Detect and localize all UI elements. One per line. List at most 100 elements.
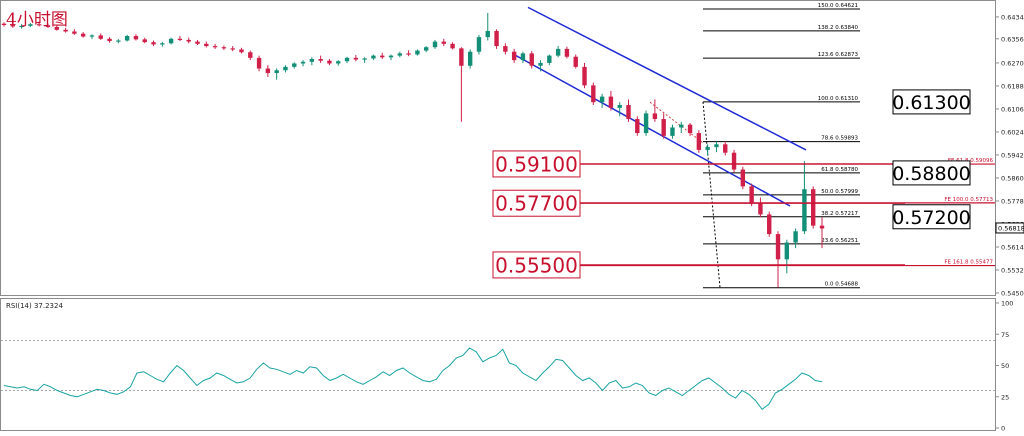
candle-body <box>661 119 666 136</box>
candle-body <box>168 38 174 44</box>
fe-anchor-line <box>649 101 704 144</box>
candle-body <box>687 124 693 134</box>
candle-body <box>177 38 183 40</box>
callout-black-label: 0.58800 <box>892 163 971 185</box>
fib-level-label: 23.6 0.56251 <box>821 238 858 244</box>
candle-body <box>274 70 279 74</box>
candle-body <box>635 119 640 134</box>
candle-body <box>520 53 526 61</box>
fib-level-label: 50.0 0.57999 <box>821 189 858 195</box>
fib-level-label: 100.0 0.61310 <box>818 96 859 102</box>
candle-body <box>582 66 587 86</box>
callout-black-box <box>892 89 971 115</box>
candle-body <box>107 38 112 42</box>
candle-body <box>802 189 807 232</box>
candle-body <box>793 231 798 243</box>
candle-body <box>10 25 15 27</box>
fib-level-label: 61.8 0.58780 <box>821 167 858 173</box>
candle-body <box>72 31 77 34</box>
candle-body <box>441 41 446 44</box>
candle-body <box>467 51 473 66</box>
last-price-box <box>995 222 1024 234</box>
candle-body <box>643 113 649 134</box>
candle-body <box>547 55 552 63</box>
candle-body <box>318 58 323 61</box>
candle-body <box>573 56 578 67</box>
candle-body <box>679 124 684 128</box>
candle-body <box>423 47 429 51</box>
candle-body <box>362 58 367 60</box>
rsi-tick-label: 0 <box>1001 425 1005 433</box>
candle-body <box>160 43 165 45</box>
candle-body <box>300 61 306 64</box>
candle-body <box>239 49 244 53</box>
fib-level-label: 123.6 0.62873 <box>818 52 859 58</box>
candle-body <box>98 35 103 39</box>
callout-black-box <box>892 160 971 186</box>
rsi-line <box>3 347 823 410</box>
candle-body <box>767 214 772 235</box>
main-panel-frame <box>0 0 996 296</box>
callout-red-box <box>492 189 581 217</box>
candle-body <box>476 37 482 52</box>
candle-body <box>415 50 420 55</box>
candle-body <box>248 52 253 58</box>
candle-body <box>591 85 596 103</box>
candle-body <box>784 242 790 260</box>
candle-body <box>54 27 59 30</box>
fib-level-label: 38.2 0.57217 <box>821 211 858 217</box>
candle-body <box>230 48 235 50</box>
candle-body <box>696 133 702 150</box>
candle-body <box>28 24 33 26</box>
candle-body <box>652 113 658 120</box>
callout-black-label: 0.57200 <box>892 207 971 229</box>
candle-body <box>19 25 24 28</box>
candle-body <box>204 43 209 47</box>
callout-red-box <box>492 150 581 178</box>
candle-body <box>63 29 68 32</box>
candle-body <box>309 58 315 62</box>
candle-body <box>80 33 86 37</box>
candle-body <box>388 55 394 58</box>
candle-body <box>221 47 227 49</box>
callout-red-label: 0.59100 <box>495 152 578 176</box>
candle-body <box>450 43 455 49</box>
candle-body <box>142 39 147 43</box>
candle-body <box>353 57 359 60</box>
candle-body <box>186 39 191 42</box>
candle-body <box>749 186 754 204</box>
candle-body <box>406 53 411 55</box>
candle-body <box>538 62 543 66</box>
candle-body <box>511 51 517 61</box>
candle-body <box>1 23 7 26</box>
candle-body <box>45 25 51 28</box>
candle-body <box>432 41 438 48</box>
rsi-tick-label: 75 <box>1001 331 1009 339</box>
fib-level-label: 78.6 0.59893 <box>821 136 858 142</box>
callout-red-box <box>492 251 581 279</box>
candle-body <box>723 144 728 153</box>
fe-level-label: FE 100.0 0.57713 <box>944 197 993 203</box>
candle-body <box>617 105 622 108</box>
fib-level-label: 150.0 0.64621 <box>818 3 858 9</box>
callout-red-label: 0.57700 <box>495 192 578 216</box>
candle-body <box>758 203 763 215</box>
candle-body <box>529 53 534 66</box>
rsi-tick-label: 100 <box>1001 300 1013 308</box>
candle-body <box>265 68 271 74</box>
callout-red-label: 0.55500 <box>495 253 578 277</box>
candle-body <box>195 41 200 44</box>
last-price-label: 0.56818 <box>998 224 1024 232</box>
candle-body <box>705 147 710 150</box>
candle-body <box>459 48 464 66</box>
candle-body <box>116 40 121 42</box>
candle-body <box>133 35 139 40</box>
fib-level-label: 0.0 0.54688 <box>825 282 859 288</box>
